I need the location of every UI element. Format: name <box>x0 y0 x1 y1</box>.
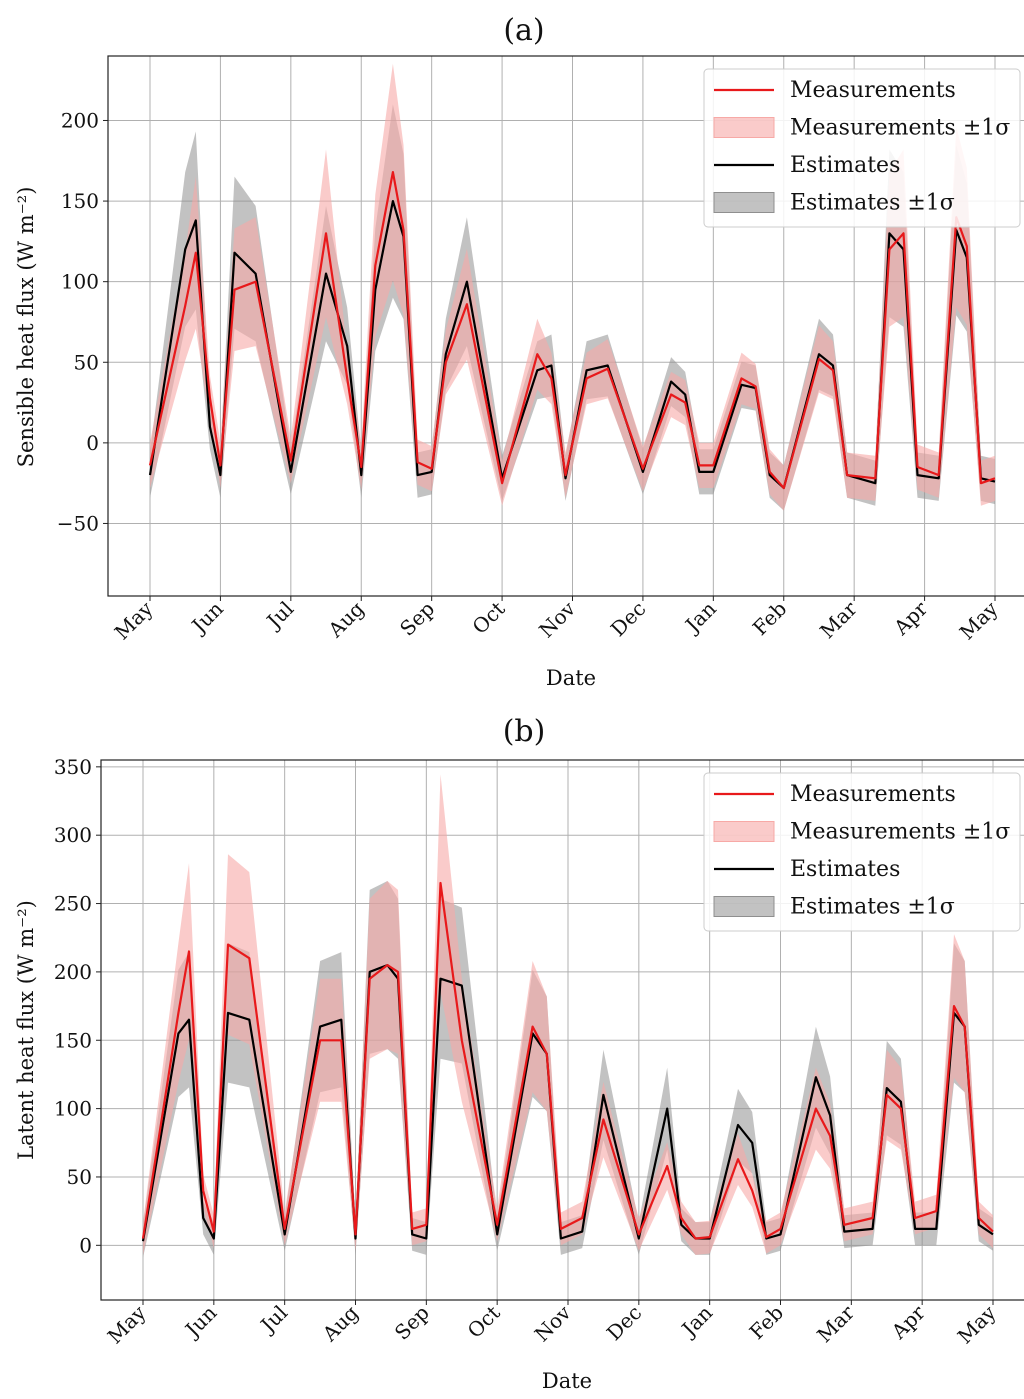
panel-a-legend: Measurements Measurements ±1σ Estimates Est… <box>704 69 1020 227</box>
y-tick-label: 350 <box>54 755 92 779</box>
x-tick-label: Apr <box>888 596 932 640</box>
x-tick-label: Dec <box>606 597 651 642</box>
x-tick-label: Sep <box>390 1301 434 1345</box>
x-tick-label: Nov <box>530 1300 576 1346</box>
y-tick-label: −50 <box>57 511 99 535</box>
x-tick-label: Jan <box>676 1300 718 1342</box>
panel-b-legend: Measurements Measurements ±1σ Estimates Est… <box>704 773 1020 931</box>
y-tick-label: 50 <box>67 1165 92 1189</box>
panel-b-title: (b) <box>503 714 546 749</box>
x-tick-label: Mar <box>815 596 862 643</box>
legend-label: Measurements ±1σ <box>790 116 1010 141</box>
x-tick-label: May <box>953 1300 1001 1348</box>
x-tick-label: May <box>103 1300 151 1348</box>
x-tick-label: Feb <box>745 1301 788 1344</box>
y-tick-label: 0 <box>86 431 99 455</box>
legend-label: Measurements ±1σ <box>790 820 1010 845</box>
x-tick-label: Jun <box>179 1300 221 1342</box>
x-tick-label: Feb <box>748 597 791 640</box>
x-tick-label: May <box>955 596 1003 644</box>
legend-swatch <box>714 118 774 138</box>
x-tick-label: Sep <box>395 597 439 641</box>
legend-label: Estimates <box>790 153 900 178</box>
x-tick-label: May <box>110 596 158 644</box>
y-tick-label: 200 <box>54 960 92 984</box>
panel-a: (a) Sensible heat flux (W m⁻²) Date 200 1… <box>14 13 1024 690</box>
x-tick-label: Oct <box>463 1301 505 1343</box>
y-tick-label: 100 <box>61 270 99 294</box>
x-tick-label: Dec <box>602 1301 647 1346</box>
legend-label: Estimates ±1σ <box>790 895 955 920</box>
y-tick-label: 300 <box>54 823 92 847</box>
legend-swatch <box>714 897 774 917</box>
x-tick-label: Jul <box>255 1301 293 1339</box>
panel-a-title: (a) <box>503 13 544 48</box>
x-tick-label: Nov <box>534 596 580 642</box>
x-tick-label: Mar <box>812 1300 859 1347</box>
legend-label: Estimates <box>790 857 900 882</box>
panel-a-xlabel: Date <box>546 666 596 690</box>
legend-label: Measurements <box>790 782 956 807</box>
panel-b-ylabel: Latent heat flux (W m⁻²) <box>14 900 38 1160</box>
legend-label: Estimates ±1σ <box>790 191 955 216</box>
y-tick-label: 150 <box>61 189 99 213</box>
x-tick-label: Jul <box>261 597 299 635</box>
y-tick-label: 50 <box>74 350 99 374</box>
y-tick-label: 200 <box>61 108 99 132</box>
x-tick-label: Jun <box>186 596 228 638</box>
y-tick-label: 150 <box>54 1028 92 1052</box>
panel-b-xlabel: Date <box>542 1369 592 1393</box>
y-tick-label: 250 <box>54 892 92 916</box>
legend-swatch <box>714 193 774 213</box>
panel-b: (b) Latent heat flux (W m⁻²) Date 350 300… <box>14 714 1024 1393</box>
x-tick-label: Apr <box>886 1300 930 1344</box>
y-tick-label: 100 <box>54 1097 92 1121</box>
x-tick-label: Aug <box>317 1300 363 1346</box>
x-tick-label: Jan <box>679 596 721 638</box>
x-tick-label: Oct <box>467 597 509 639</box>
panel-a-ylabel: Sensible heat flux (W m⁻²) <box>14 187 38 468</box>
legend-swatch <box>714 822 774 842</box>
legend-label: Measurements <box>790 78 956 103</box>
y-tick-label: 0 <box>79 1233 92 1257</box>
x-tick-label: Aug <box>323 596 369 642</box>
